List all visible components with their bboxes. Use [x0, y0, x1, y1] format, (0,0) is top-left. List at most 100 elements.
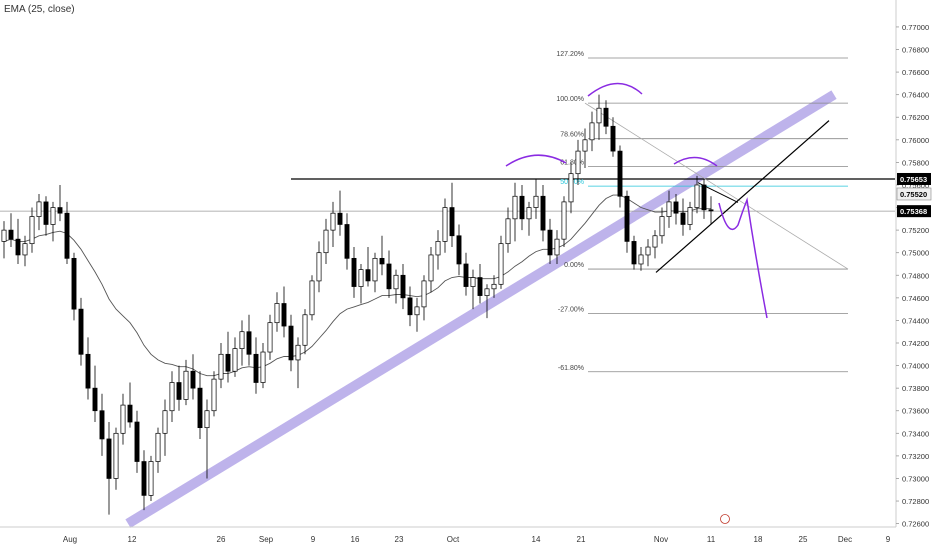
candle-body — [491, 283, 497, 290]
candle-body — [631, 241, 637, 265]
candle-body — [379, 257, 385, 265]
candle-7 — [50, 201, 56, 242]
candle-14 — [99, 393, 105, 456]
time-tick-label-11: 11 — [707, 535, 716, 544]
candle-5 — [36, 193, 42, 231]
candle-body — [29, 216, 35, 245]
candle-body — [57, 207, 63, 214]
candle-body — [470, 277, 476, 287]
candles — [1, 94, 714, 515]
candle-body — [162, 410, 168, 434]
candle-84 — [589, 111, 595, 152]
candle-34 — [239, 320, 245, 366]
candle-78 — [547, 218, 553, 264]
candle-83 — [582, 128, 588, 169]
candle-26 — [183, 359, 189, 406]
candle-body — [575, 150, 581, 175]
candle-body — [302, 314, 308, 346]
candle-19 — [134, 410, 140, 473]
candle-37 — [260, 343, 266, 389]
candle-body — [617, 150, 623, 197]
candle-body — [554, 238, 560, 256]
candle-35 — [246, 314, 252, 366]
price-label-bg — [897, 205, 931, 218]
price-labels: 0.75653 0.75520 0.75368 — [896, 172, 932, 218]
candle-74 — [519, 184, 525, 231]
candle-68 — [477, 263, 483, 304]
price-tick-label-22: 0.72600 — [902, 520, 929, 529]
candle-10 — [71, 252, 77, 321]
candle-44 — [309, 275, 315, 321]
candle-body — [288, 325, 294, 361]
price-tick-label-11: 0.74800 — [902, 271, 929, 280]
price-tick-label-18: 0.73400 — [902, 429, 929, 438]
price-label-bg — [897, 172, 931, 185]
head-arc — [587, 82, 643, 97]
fib-label-7: -61.80% — [558, 365, 584, 372]
candle-67 — [470, 269, 476, 310]
candle-53 — [372, 252, 378, 293]
price-tick-label-16: 0.73800 — [902, 384, 929, 393]
candle-66 — [463, 252, 469, 296]
time-axis[interactable]: Aug 12 26 Sep 9 16 23 Oct 14 21 Nov 11 18 25 Dec 9 — [0, 514, 896, 545]
candle-body — [309, 280, 315, 316]
candle-82 — [575, 139, 581, 185]
candle-body — [134, 421, 140, 462]
candle-body — [673, 201, 679, 214]
candle-body — [687, 207, 693, 225]
candle-body — [610, 125, 616, 152]
candle-61 — [428, 247, 434, 293]
price-tick-label-15: 0.74000 — [902, 362, 929, 371]
price-tick-label-13: 0.74400 — [902, 316, 929, 325]
candle-99 — [694, 175, 700, 214]
candle-85 — [596, 94, 602, 140]
fib-label-5: 0.00% — [564, 262, 584, 269]
candle-body — [421, 280, 427, 308]
indicator-label: EMA (25, close) — [4, 4, 75, 15]
candle-8 — [57, 184, 63, 222]
time-tick-label-10: Nov — [654, 535, 668, 544]
candle-body — [281, 303, 287, 327]
candle-body — [638, 254, 644, 265]
candle-2 — [15, 218, 21, 264]
candle-body — [701, 184, 707, 211]
candle-52 — [365, 247, 371, 287]
candle-body — [666, 201, 672, 217]
candle-49 — [344, 213, 350, 270]
projection-path — [718, 197, 768, 319]
candle-body — [582, 139, 588, 152]
candle-body — [386, 263, 392, 290]
candle-body — [393, 274, 399, 290]
candle-body — [1, 229, 7, 242]
price-tick-label-20: 0.73000 — [902, 474, 929, 483]
candle-body — [372, 257, 378, 282]
candle-3 — [22, 235, 28, 267]
price-tick-label-3: 0.76400 — [902, 91, 929, 100]
candle-body — [498, 243, 504, 285]
candle-90 — [631, 235, 637, 270]
candle-0 — [1, 221, 7, 259]
fib-label-6: -27.00% — [558, 307, 584, 314]
candle-13 — [92, 365, 98, 423]
candle-30 — [211, 371, 217, 417]
candle-body — [169, 382, 175, 412]
candle-body — [197, 387, 203, 429]
candle-body — [323, 229, 329, 254]
candle-86 — [603, 100, 609, 135]
candle-43 — [302, 309, 308, 355]
candle-body — [127, 404, 133, 423]
price-axis[interactable]: 0.77000 0.76800 0.76600 0.76400 0.76200 0.760… — [895, 0, 929, 529]
fib-label-2: 78.60% — [560, 132, 584, 139]
candle-89 — [624, 190, 630, 253]
candle-95 — [666, 190, 672, 228]
candle-body — [295, 344, 301, 361]
candle-body — [659, 216, 665, 237]
candle-17 — [120, 393, 126, 445]
candle-50 — [351, 247, 357, 298]
candle-body — [533, 195, 539, 208]
candle-31 — [218, 343, 224, 389]
price-label-text: 0.75653 — [900, 175, 927, 184]
candle-body — [106, 438, 112, 479]
time-tick-label-4: 9 — [311, 535, 316, 544]
